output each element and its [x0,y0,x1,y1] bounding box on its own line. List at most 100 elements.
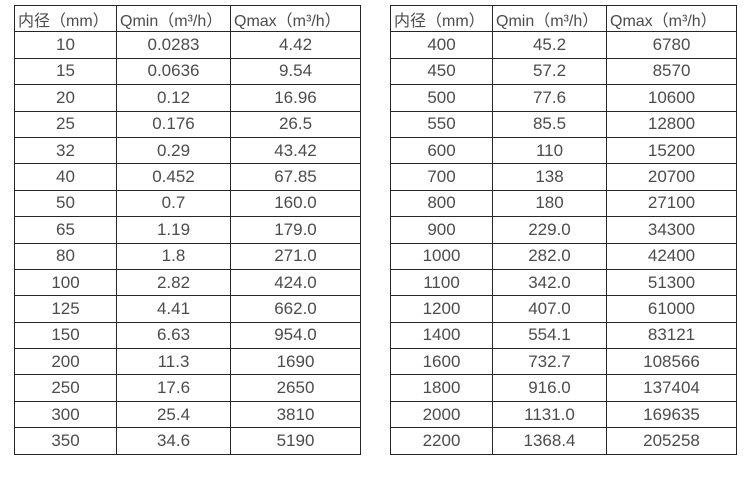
table-cell: 100 [14,268,117,297]
table-cell: 900 [390,216,493,244]
table-cell: 407.0 [492,295,607,323]
table-row: 32 0.29 43.42 [14,136,361,165]
table-row: 15 0.0636 9.54 [14,57,361,86]
table-row: 25 0.176 26.5 [14,110,361,138]
table-cell: 61000 [606,295,737,323]
table-cell: 0.452 [116,163,231,191]
table-cell: 25.4 [116,400,231,429]
table-row: 800 180 27100 [390,189,737,218]
table-cell: 700 [390,163,493,191]
table-row: 50 0.7 160.0 [14,189,361,218]
table-cell: 205258 [606,427,737,455]
column-header: Qmax（m³/h） [230,4,361,33]
table-cell: 8570 [606,57,737,86]
table-cell: 2650 [230,374,361,402]
table-cell: 0.176 [116,110,231,138]
table-cell: 1400 [390,321,493,350]
table-cell: 15200 [606,136,737,165]
table-cell: 1131.0 [492,400,607,429]
table-cell: 25 [14,110,117,138]
table-cell: 800 [390,189,493,218]
table-row: 400 45.2 6780 [390,31,737,59]
table-cell: 450 [390,57,493,86]
table-cell: 180 [492,189,607,218]
table-cell: 10600 [606,84,737,112]
table-cell: 282.0 [492,242,607,270]
table-cell: 0.7 [116,189,231,218]
table-cell: 0.12 [116,84,231,112]
table-cell: 138 [492,163,607,191]
table-cell: 32 [14,136,117,165]
table-cell: 550 [390,110,493,138]
table-cell: 4.41 [116,295,231,323]
table-cell: 77.6 [492,84,607,112]
table-cell: 125 [14,295,117,323]
table-cell: 34.6 [116,427,231,455]
table-cell: 3810 [230,400,361,429]
table-cell: 9.54 [230,57,361,86]
table-cell: 732.7 [492,348,607,376]
table-cell: 500 [390,84,493,112]
table-cell: 342.0 [492,268,607,297]
table-row: 1600 732.7 108566 [390,348,737,376]
table-row: 1400 554.1 83121 [390,321,737,350]
table-cell: 42400 [606,242,737,270]
table-row: 20 0.12 16.96 [14,84,361,112]
table-cell: 169635 [606,400,737,429]
table-cell: 350 [14,427,117,455]
table-cell: 20700 [606,163,737,191]
table-row: 10 0.0283 4.42 [14,31,361,59]
table-cell: 600 [390,136,493,165]
table-cell: 50 [14,189,117,218]
table-cell: 20 [14,84,117,112]
table-cell: 160.0 [230,189,361,218]
table-cell: 271.0 [230,242,361,270]
table-cell: 0.29 [116,136,231,165]
column-header: 内径（mm） [390,4,493,33]
table-cell: 1200 [390,295,493,323]
table-row: 2000 1131.0 169635 [390,400,737,429]
flow-table-large-diameters: 内径（mm） Qmin（m³/h） Qmax（m³/h） 400 45.2 6780 45… [390,4,737,455]
table-cell: 57.2 [492,57,607,86]
table-row: 80 1.8 271.0 [14,242,361,270]
table-row: 100 2.82 424.0 [14,268,361,297]
table-cell: 11.3 [116,348,231,376]
table-cell: 2200 [390,427,493,455]
table-cell: 17.6 [116,374,231,402]
table-row: 700 138 20700 [390,163,737,191]
column-header: 内径（mm） [14,4,117,33]
table-cell: 83121 [606,321,737,350]
table-cell: 27100 [606,189,737,218]
table-row: 200 11.3 1690 [14,348,361,376]
table-cell: 200 [14,348,117,376]
table-row: 450 57.2 8570 [390,57,737,86]
table-cell: 179.0 [230,216,361,244]
table-cell: 40 [14,163,117,191]
table-cell: 12800 [606,110,737,138]
table-cell: 0.0636 [116,57,231,86]
table-row: 600 110 15200 [390,136,737,165]
column-header: Qmin（m³/h） [492,4,607,33]
table-cell: 1800 [390,374,493,402]
table-row: 900 229.0 34300 [390,216,737,244]
table-cell: 65 [14,216,117,244]
flow-table-small-diameters: 内径（mm） Qmin（m³/h） Qmax（m³/h） 10 0.0283 4.42 1… [14,4,361,455]
table-row: 40 0.452 67.85 [14,163,361,191]
table-cell: 26.5 [230,110,361,138]
table-cell: 6.63 [116,321,231,350]
table-row: 350 34.6 5190 [14,427,361,455]
table-row: 550 85.5 12800 [390,110,737,138]
table-cell: 67.85 [230,163,361,191]
table-cell: 110 [492,136,607,165]
table-cell: 45.2 [492,31,607,59]
column-header: Qmax（m³/h） [606,4,737,33]
table-cell: 80 [14,242,117,270]
table-cell: 1100 [390,268,493,297]
table-cell: 400 [390,31,493,59]
table-cell: 1.8 [116,242,231,270]
header-row: 内径（mm） Qmin（m³/h） Qmax（m³/h） [14,4,361,33]
table-cell: 43.42 [230,136,361,165]
table-cell: 662.0 [230,295,361,323]
table-cell: 2.82 [116,268,231,297]
